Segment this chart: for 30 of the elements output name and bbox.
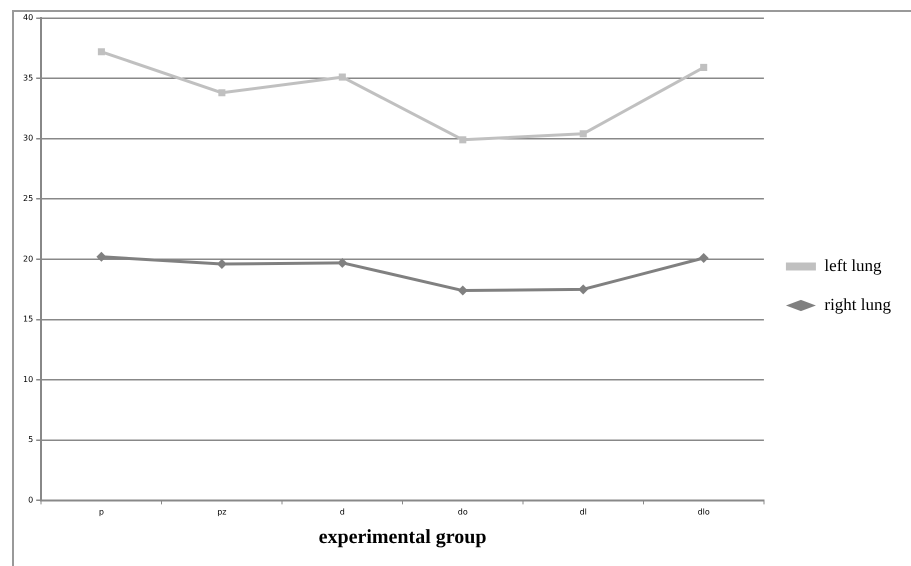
- y-tick-label: 40: [22, 13, 34, 22]
- y-tick-label: 15: [22, 314, 34, 324]
- point: [98, 48, 105, 56]
- y-tick-label: 5: [28, 435, 34, 444]
- legend-label: left lung: [824, 256, 882, 275]
- point: [216, 259, 227, 270]
- x-tick-label: do: [458, 507, 468, 516]
- point: [578, 284, 588, 294]
- point: [580, 130, 587, 138]
- point: [459, 136, 466, 144]
- point: [96, 252, 106, 262]
- point: [218, 89, 226, 96]
- x-tick-label: dlo: [698, 507, 710, 516]
- point: [458, 286, 468, 296]
- y-tick-label: 10: [22, 374, 34, 384]
- x-tick-label: dl: [580, 507, 587, 516]
- x-tick-label: d: [340, 507, 345, 516]
- y-tick-label: 0: [28, 495, 34, 504]
- point: [338, 74, 346, 81]
- y-tick-label: 25: [22, 194, 34, 203]
- point: [337, 258, 348, 268]
- legend-label: right lung: [824, 294, 892, 314]
- y-tick-label: 35: [22, 73, 34, 82]
- x-tick-label: p: [98, 507, 104, 516]
- point: [698, 252, 709, 263]
- y-tick-label: 30: [22, 134, 34, 143]
- y-tick-label: 20: [22, 254, 34, 264]
- point: [700, 64, 708, 71]
- x-tick-label: pz: [217, 507, 227, 516]
- x-axis-title: experimental group: [318, 526, 487, 548]
